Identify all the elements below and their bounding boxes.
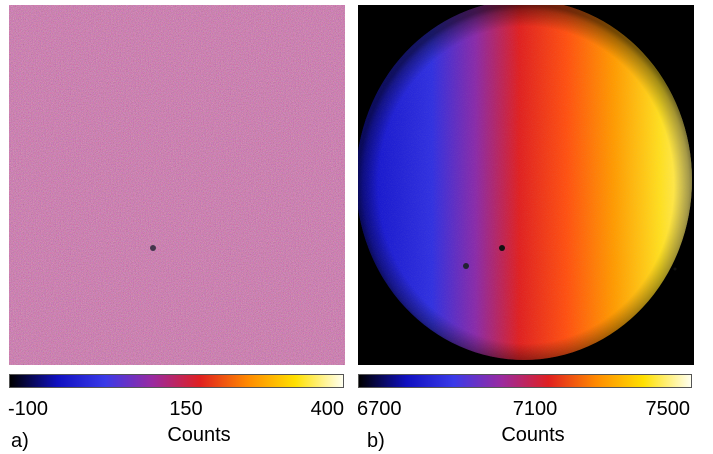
colorbar-max-label: 400 [310, 398, 344, 420]
colorbar-max-label: 7500 [645, 398, 691, 420]
colorbar-mid-label: 150 [169, 398, 203, 420]
colorbar-min-label: -100 [8, 398, 49, 420]
panel-a: -100 150 400 Counts a) [0, 0, 355, 454]
panel-b: 6700 7100 7500 Counts b) [357, 0, 713, 454]
panel-label: a) [11, 430, 29, 452]
colorbar-min-label: 6700 [357, 398, 402, 420]
noise-image-a [9, 5, 345, 365]
flat-field-image-b [358, 5, 694, 365]
colorbar-title: Counts [167, 424, 231, 446]
panel-label: b) [367, 430, 385, 452]
colorbar-title: Counts [501, 424, 565, 446]
colorbar-b [358, 374, 692, 388]
colorbar-a [9, 374, 344, 388]
colorbar-mid-label: 7100 [512, 398, 558, 420]
